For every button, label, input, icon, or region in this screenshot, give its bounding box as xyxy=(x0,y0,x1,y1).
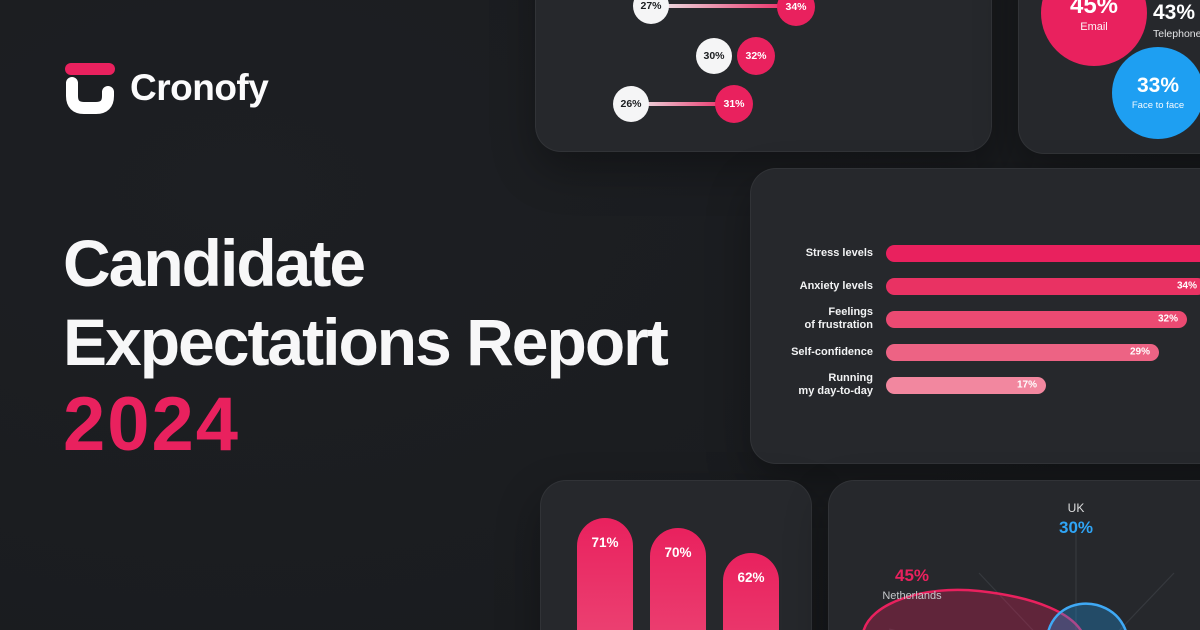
radar-label-netherlands: 45% Netherlands xyxy=(847,566,977,602)
bubble-value: 33% xyxy=(1136,73,1180,97)
bar-label-line: of frustration xyxy=(804,319,873,331)
bubble-label: Email xyxy=(1080,21,1108,34)
vertical-bar: 70% xyxy=(650,528,706,630)
radar-chart xyxy=(862,533,1175,630)
dumbbell-start-bubble: 30% xyxy=(696,38,732,74)
radar-country-value: 45% xyxy=(894,566,930,585)
bar-row: Feelings of frustration 32% xyxy=(751,302,1187,336)
dumbbell-end-bubble: 31% xyxy=(715,85,753,123)
bar-value: 71% xyxy=(591,535,619,550)
bubble-value: 43% xyxy=(1153,1,1196,24)
bar-value: 62% xyxy=(737,570,765,585)
bar-value: 17% xyxy=(1016,379,1037,391)
bar: 32% xyxy=(886,310,1187,328)
bar: 34% xyxy=(886,277,1200,295)
bar-label: Running my day-to-day xyxy=(751,372,873,398)
bubble-value: 34% xyxy=(785,1,807,13)
logo-c-mark xyxy=(66,77,114,114)
vertical-bar: 62% xyxy=(723,553,779,630)
bar: 17% xyxy=(886,376,1046,394)
bar-label: Feelings of frustration xyxy=(751,306,873,332)
bar-label-line: Anxiety levels xyxy=(799,279,873,292)
bubble-value: 32% xyxy=(745,50,767,62)
dumbbell-start-bubble: 26% xyxy=(613,86,649,122)
radar-country-name: Netherlands xyxy=(882,590,942,602)
bubble-chart-card: 45% Email 43% Telephone 33% Face to face xyxy=(1018,0,1200,154)
bar-row: Stress levels xyxy=(751,236,1200,270)
dumbbell-end-bubble: 32% xyxy=(737,37,775,75)
title-year: 2024 xyxy=(63,382,241,467)
bubble-telephone: 43% Telephone xyxy=(1153,1,1200,40)
bar-row: Self-confidence 29% xyxy=(751,335,1159,369)
bubble-value: 45% xyxy=(1069,0,1119,19)
bar: 29% xyxy=(886,343,1159,361)
brand-lockup: Cronofy xyxy=(63,61,269,115)
bar-label-line: Running xyxy=(828,372,873,384)
connector-line xyxy=(631,102,734,106)
hbar-chart-card: Stress levels Anxiety levels 34% Feeling… xyxy=(750,168,1200,464)
bar-row: Anxiety levels 34% xyxy=(751,269,1200,303)
cronofy-logo-icon xyxy=(65,63,115,114)
brand-name: Cronofy xyxy=(130,67,269,108)
radar-area-netherlands xyxy=(862,588,1082,630)
page-title: Candidate Expectations Report 2024 xyxy=(63,224,669,468)
bar xyxy=(886,244,1200,262)
bar-label-line: Self-confidence xyxy=(791,345,873,358)
bar-label: Self-confidence xyxy=(751,346,873,359)
title-line-2: Expectations Report xyxy=(63,305,669,379)
radar-area-uk xyxy=(1047,602,1127,630)
bar-label-line: Feelings xyxy=(828,306,873,318)
bar-label-line: my day-to-day xyxy=(798,385,873,397)
dumbbell-start-bubble: 27% xyxy=(633,0,669,24)
vertical-bar: 71% xyxy=(577,518,633,630)
dumbbell-end-bubble: 34% xyxy=(777,0,815,26)
radar-chart-card: UK 30% 45% Netherlands xyxy=(828,480,1200,630)
radar-country-value: 30% xyxy=(1058,518,1094,537)
bubble-value: 26% xyxy=(620,98,642,110)
bubble-value: 27% xyxy=(640,0,662,12)
title-line-1: Candidate xyxy=(63,226,366,300)
bubble-face-to-face: 33% Face to face xyxy=(1112,47,1200,139)
bar-value: 29% xyxy=(1129,346,1150,358)
bar-row: Running my day-to-day 17% xyxy=(751,368,1046,402)
radar-country-name: UK xyxy=(1067,501,1085,515)
connector-line xyxy=(651,4,796,8)
radar-label-uk: UK 30% xyxy=(1024,501,1128,538)
bar-label-line: Stress levels xyxy=(805,246,873,259)
bubble-value: 30% xyxy=(703,50,725,62)
bar-value: 34% xyxy=(1176,280,1197,292)
bar-label: Anxiety levels xyxy=(751,280,873,293)
bar-label: Stress levels xyxy=(751,247,873,260)
bubble-label: Face to face xyxy=(1131,100,1185,112)
bar-value: 32% xyxy=(1157,313,1178,325)
bar-value: 70% xyxy=(664,545,692,560)
vbar-chart-card: 71% 70% 62% xyxy=(540,480,812,630)
bubble-label: Telephone xyxy=(1153,28,1200,40)
bubble-value: 31% xyxy=(723,98,745,110)
dumbbell-chart-card: 27% 34% 30% 32% 26% 31% xyxy=(535,0,992,152)
